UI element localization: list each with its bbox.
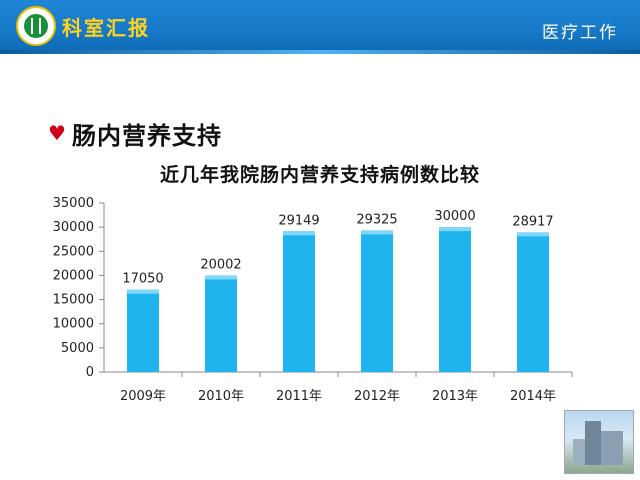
bar-highlight bbox=[205, 275, 237, 280]
bar bbox=[517, 232, 549, 372]
x-tick-label: 2012年 bbox=[354, 389, 400, 404]
bar bbox=[361, 230, 393, 372]
header-title: 科室汇报 bbox=[62, 16, 150, 40]
bar-highlight bbox=[127, 289, 159, 294]
data-label: 20002 bbox=[200, 257, 241, 272]
data-label: 17050 bbox=[122, 272, 163, 287]
y-tick-label: 10000 bbox=[53, 317, 94, 332]
bar-highlight bbox=[283, 231, 315, 236]
data-label: 29149 bbox=[278, 213, 319, 228]
y-tick-label: 5000 bbox=[61, 341, 94, 356]
x-tick-label: 2014年 bbox=[510, 389, 556, 404]
chart-title: 近几年我院肠内营养支持病例数比较 bbox=[159, 164, 480, 186]
bar bbox=[127, 289, 159, 372]
x-tick-label: 2011年 bbox=[276, 389, 322, 404]
bar-highlight bbox=[439, 227, 471, 232]
y-tick-label: 20000 bbox=[53, 268, 94, 283]
y-tick-label: 15000 bbox=[53, 293, 94, 308]
header-divider bbox=[0, 50, 640, 54]
bar-highlight bbox=[517, 232, 549, 237]
y-tick-label: 25000 bbox=[53, 244, 94, 259]
slide-heading: 肠内营养支持 bbox=[72, 122, 222, 150]
y-tick-label: 30000 bbox=[53, 220, 94, 235]
x-tick-label: 2010年 bbox=[198, 389, 244, 404]
x-tick-label: 2013年 bbox=[432, 389, 478, 404]
bar bbox=[283, 231, 315, 372]
header-section-label: 医疗工作 bbox=[542, 23, 618, 43]
bar-highlight bbox=[361, 230, 393, 235]
header-banner: 科室汇报 医疗工作 bbox=[0, 0, 640, 50]
bar bbox=[439, 227, 471, 372]
hospital-logo-icon bbox=[16, 6, 56, 46]
data-label: 30000 bbox=[434, 209, 475, 224]
data-label: 29325 bbox=[356, 212, 397, 227]
hospital-building-image bbox=[564, 410, 634, 474]
y-tick-label: 35000 bbox=[53, 196, 94, 211]
data-label: 28917 bbox=[512, 214, 553, 229]
y-tick-label: 0 bbox=[86, 365, 94, 380]
bar bbox=[205, 275, 237, 372]
heart-icon: ♥ bbox=[48, 121, 66, 145]
x-tick-label: 2009年 bbox=[120, 389, 166, 404]
